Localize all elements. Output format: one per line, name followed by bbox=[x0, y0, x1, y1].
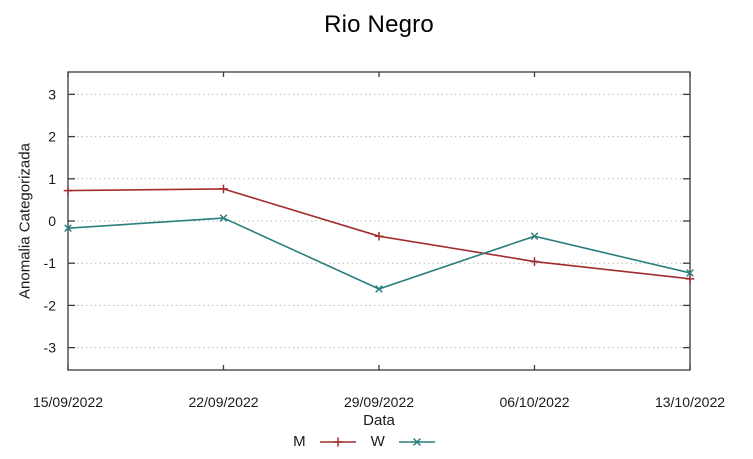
legend-item-w: W bbox=[371, 433, 436, 450]
y-tick-label: 2 bbox=[48, 129, 56, 145]
legend-item-m: M bbox=[293, 433, 357, 450]
plus-marker-icon bbox=[374, 231, 384, 241]
cross-marker-icon bbox=[412, 437, 421, 446]
y-tick-label: -3 bbox=[44, 340, 57, 356]
plus-marker-icon bbox=[333, 437, 343, 446]
x-tick-label: 15/09/2022 bbox=[33, 394, 103, 410]
x-tick-label: 06/10/2022 bbox=[499, 394, 569, 410]
x-tick-label: 22/09/2022 bbox=[188, 394, 258, 410]
plot-border bbox=[67, 71, 691, 371]
cross-marker-icon bbox=[686, 269, 694, 277]
legend-line-m bbox=[319, 437, 356, 446]
y-tick-label: 1 bbox=[48, 171, 56, 187]
cross-marker-icon bbox=[375, 285, 383, 293]
series-line-w bbox=[67, 217, 691, 290]
legend: M W bbox=[0, 430, 741, 452]
plus-marker-icon bbox=[219, 184, 228, 194]
plus-marker-icon bbox=[685, 274, 695, 284]
y-tick-label: -1 bbox=[44, 255, 57, 271]
plus-marker-icon bbox=[63, 186, 73, 195]
legend-line-w bbox=[398, 437, 435, 446]
cross-marker-icon bbox=[219, 214, 228, 222]
plus-marker-icon bbox=[530, 257, 539, 266]
y-tick-label: 0 bbox=[48, 213, 56, 229]
cross-marker-icon bbox=[530, 232, 539, 241]
x-tick-label: 13/10/2022 bbox=[655, 394, 725, 410]
chart-title: Rio Negro bbox=[324, 11, 434, 38]
x-tick-label: 29/09/2022 bbox=[344, 394, 414, 410]
y-tick-label: -2 bbox=[44, 297, 57, 313]
x-axis-label: Data bbox=[363, 412, 395, 429]
y-tick-label: 3 bbox=[48, 86, 56, 102]
legend-label-m: M bbox=[293, 432, 306, 450]
legend-label-w: W bbox=[370, 432, 385, 450]
cross-marker-icon bbox=[64, 224, 72, 233]
